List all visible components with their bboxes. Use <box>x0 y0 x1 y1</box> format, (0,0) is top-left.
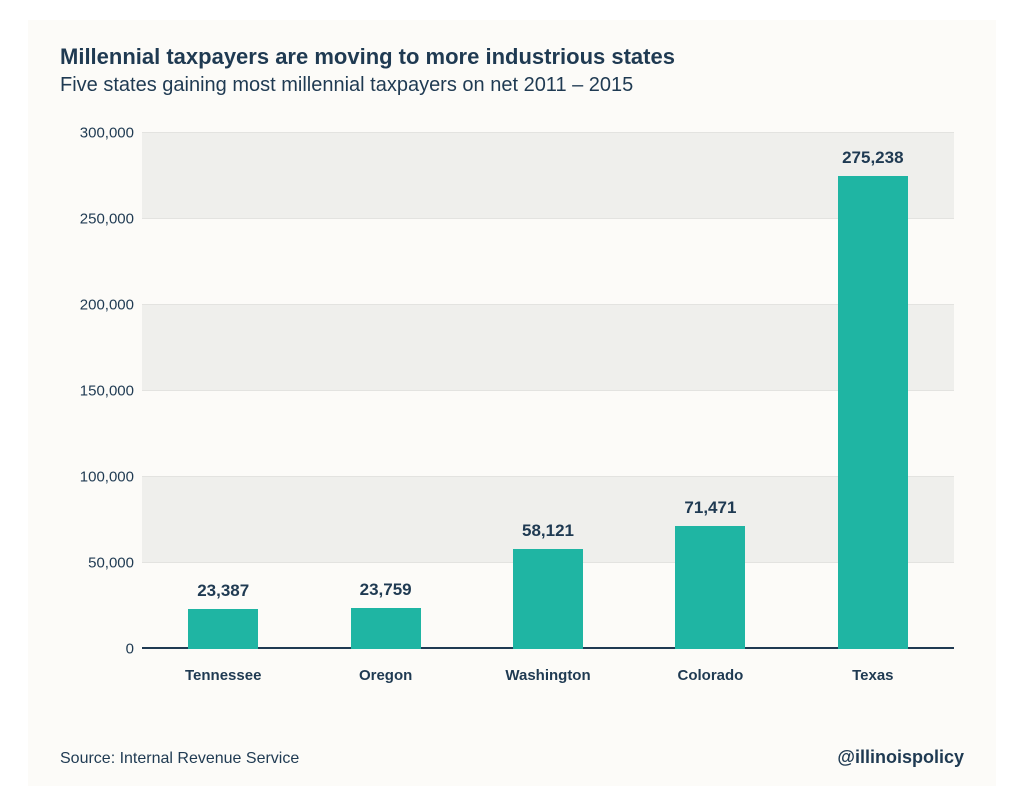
chart-area: 23,387 23,759 58,121 71,471 275,238 0 50,000 1… <box>60 133 964 693</box>
bar-value-label: 23,387 <box>197 581 249 601</box>
y-tick-label: 200,000 <box>60 297 134 314</box>
bars-group: 23,387 23,759 58,121 71,471 275,238 <box>142 133 954 649</box>
bar <box>188 609 258 649</box>
bar-slot: 58,121 <box>467 133 629 649</box>
chart-subtitle: Five states gaining most millennial taxp… <box>60 74 964 97</box>
bar <box>351 608 421 649</box>
bar-value-label: 71,471 <box>684 498 736 518</box>
bar-value-label: 58,121 <box>522 521 574 541</box>
plot-region: 23,387 23,759 58,121 71,471 275,238 <box>142 133 954 649</box>
x-tick-label: Oregon <box>304 657 466 693</box>
x-tick-label: Colorado <box>629 657 791 693</box>
chart-footer: Source: Internal Revenue Service @illino… <box>60 747 964 768</box>
chart-container: Millennial taxpayers are moving to more … <box>28 20 996 786</box>
y-tick-label: 0 <box>60 641 134 658</box>
y-tick-label: 300,000 <box>60 125 134 142</box>
x-tick-label: Tennessee <box>142 657 304 693</box>
attribution-text: @illinoispolicy <box>837 747 964 768</box>
bar-slot: 23,387 <box>142 133 304 649</box>
y-tick-label: 150,000 <box>60 383 134 400</box>
x-tick-label: Washington <box>467 657 629 693</box>
bar-slot: 23,759 <box>304 133 466 649</box>
x-tick-label: Texas <box>792 657 954 693</box>
source-text: Source: Internal Revenue Service <box>60 750 299 768</box>
y-tick-label: 50,000 <box>60 555 134 572</box>
bar <box>675 526 745 649</box>
bar <box>513 549 583 649</box>
x-labels-group: TennesseeOregonWashingtonColoradoTexas <box>142 657 954 693</box>
bar-value-label: 23,759 <box>360 580 412 600</box>
bar-slot: 71,471 <box>629 133 791 649</box>
bar-slot: 275,238 <box>792 133 954 649</box>
chart-title: Millennial taxpayers are moving to more … <box>60 44 964 70</box>
y-tick-label: 100,000 <box>60 469 134 486</box>
bar-value-label: 275,238 <box>842 148 903 168</box>
y-tick-label: 250,000 <box>60 211 134 228</box>
bar <box>838 176 908 649</box>
